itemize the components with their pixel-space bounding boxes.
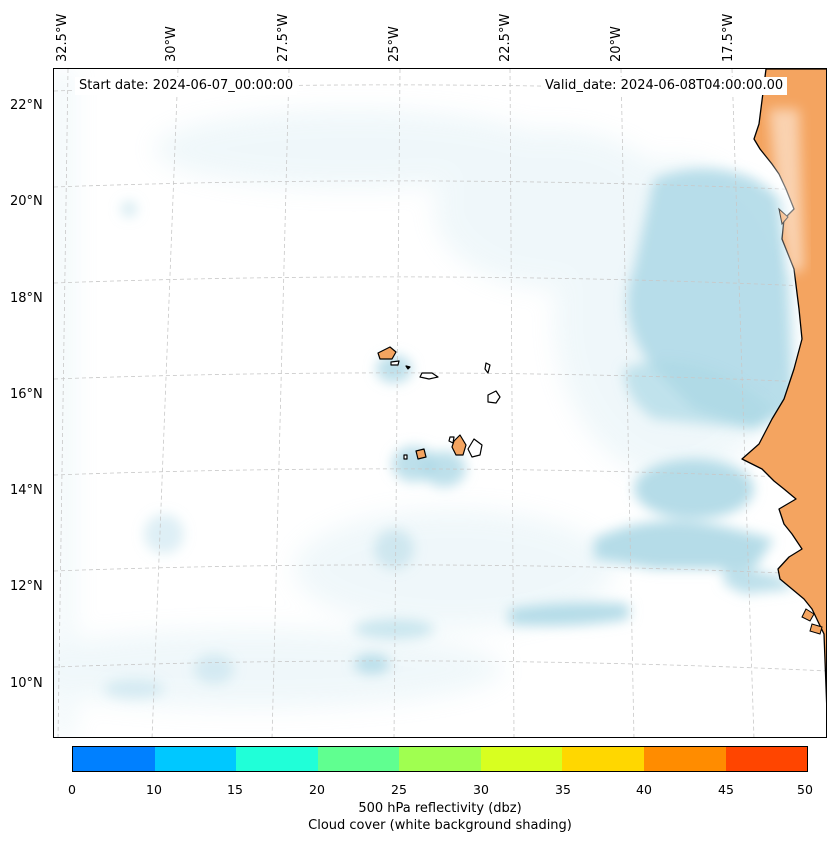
colorbar-segment-4 [399,747,481,771]
lat-label-12n: 12°N [10,579,43,594]
colorbar-tick-25: 25 [391,782,407,797]
map-canvas[interactable] [53,68,827,738]
colorbar [72,746,808,772]
lon-label-20w: 20°W [609,26,624,62]
lon-label-27-5w: 27.5°W [276,13,291,62]
colorbar-segment-7 [643,747,726,771]
colorbar-segment-6 [562,747,644,771]
start-date-label: Start date: 2024-06-07_00:00:00 [75,77,298,95]
cape-verde-islands [377,346,501,460]
lon-label-22-5w: 22.5°W [498,13,513,62]
colorbar-segment-3 [317,747,400,771]
cloud-cover-main [104,169,794,699]
lon-label-17-5w: 17.5°W [721,13,736,62]
lat-label-16n: 16°N [10,387,43,402]
colorbar-segment-2 [236,747,318,771]
colorbar-tick-50: 50 [797,782,813,797]
colorbar-title: 500 hPa reflectivity (dbz) [358,801,522,816]
colorbar-tick-30: 30 [473,782,489,797]
colorbar-segment-5 [480,747,563,771]
lat-label-22n: 22°N [10,98,43,113]
colorbar-tick-40: 40 [636,782,652,797]
graticule [54,69,826,737]
lon-label-32-5w: 32.5°W [55,13,70,62]
colorbar-tick-45: 45 [718,782,734,797]
colorbar-segment-1 [154,747,237,771]
lon-label-30w: 30°W [164,26,179,62]
colorbar-tick-35: 35 [555,782,571,797]
map-svg [54,69,826,737]
colorbar-tick-10: 10 [146,782,162,797]
lat-label-20n: 20°N [10,194,43,209]
coastal-shading [769,109,804,274]
lat-label-10n: 10°N [10,676,43,691]
lat-label-14n: 14°N [10,483,43,498]
colorbar-tick-0: 0 [68,782,76,797]
colorbar-tick-15: 15 [227,782,243,797]
colorbar-segment-8 [725,747,808,771]
colorbar-tick-20: 20 [309,782,325,797]
valid-date-label: Valid_date: 2024-06-08T04:00:00.00 [541,77,788,95]
colorbar-subtitle: Cloud cover (white background shading) [308,818,572,833]
lat-label-18n: 18°N [10,291,43,306]
colorbar-segment-0 [73,747,155,771]
lon-label-25w: 25°W [387,26,402,62]
